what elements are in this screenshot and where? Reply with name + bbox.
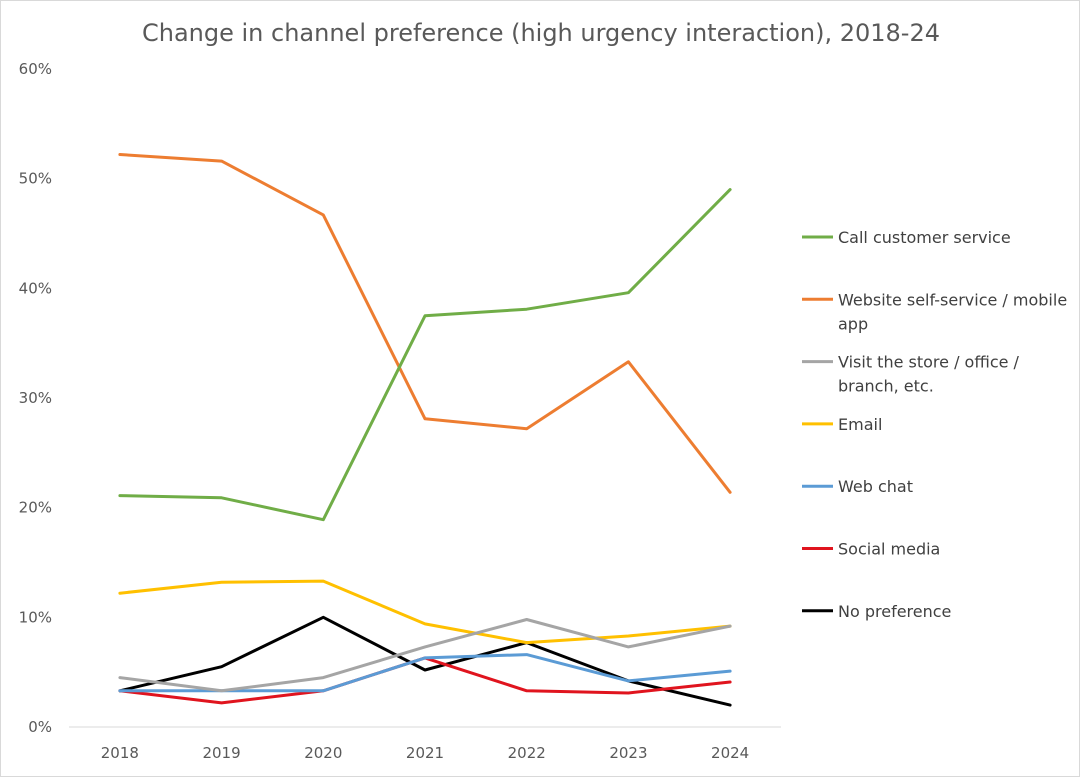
legend-label: Web chat: [838, 477, 913, 496]
x-tick-label: 2020: [304, 744, 342, 762]
x-tick-label: 2023: [609, 744, 647, 762]
y-axis: 0% 10% 20% 30% 40% 50% 60%: [19, 60, 52, 736]
series-group: [118, 153, 732, 707]
series-line-web-chat: [118, 653, 732, 693]
x-tick-label: 2022: [508, 744, 546, 762]
legend-label: Visit the store / office / branch, etc.: [838, 353, 1020, 396]
y-tick-label: 10%: [19, 608, 52, 626]
legend-entry: Visit the store / office / branch, etc.: [802, 353, 1020, 396]
y-tick-label: 40%: [19, 279, 52, 297]
x-tick-label: 2018: [101, 744, 139, 762]
legend-entry: Web chat: [802, 477, 913, 496]
x-axis: 2018 2019 2020 2021 2022 2023 2024: [69, 726, 781, 762]
y-tick-label: 20%: [19, 499, 52, 517]
y-tick-label: 0%: [28, 718, 52, 736]
legend-entry: Website self-service / mobile app: [802, 290, 1067, 333]
legend-entry: No preference: [802, 602, 951, 621]
legend-label: Email: [838, 415, 882, 434]
y-tick-label: 30%: [19, 389, 52, 407]
legend: Call customer service Website self-servic…: [802, 228, 1067, 621]
series-line-visit-the-store-office-branch-etc: [118, 618, 732, 693]
x-tick-label: 2021: [406, 744, 444, 762]
legend-entry: Social media: [802, 540, 940, 559]
series-line-email: [118, 579, 732, 645]
legend-entry: Call customer service: [802, 228, 1011, 247]
series-line-call-customer-service: [118, 188, 732, 522]
legend-entry: Email: [802, 415, 882, 434]
series-line-website-self-service-mobile-app: [118, 153, 732, 494]
legend-label: Social media: [838, 540, 940, 559]
y-tick-label: 50%: [19, 170, 52, 188]
legend-label: Website self-service / mobile app: [838, 290, 1067, 333]
legend-label: No preference: [838, 602, 951, 621]
y-tick-label: 60%: [19, 60, 52, 78]
chart-title: Change in channel preference (high urgen…: [142, 19, 940, 47]
x-tick-label: 2024: [711, 744, 749, 762]
legend-label: Call customer service: [838, 228, 1011, 247]
x-tick-label: 2019: [202, 744, 240, 762]
